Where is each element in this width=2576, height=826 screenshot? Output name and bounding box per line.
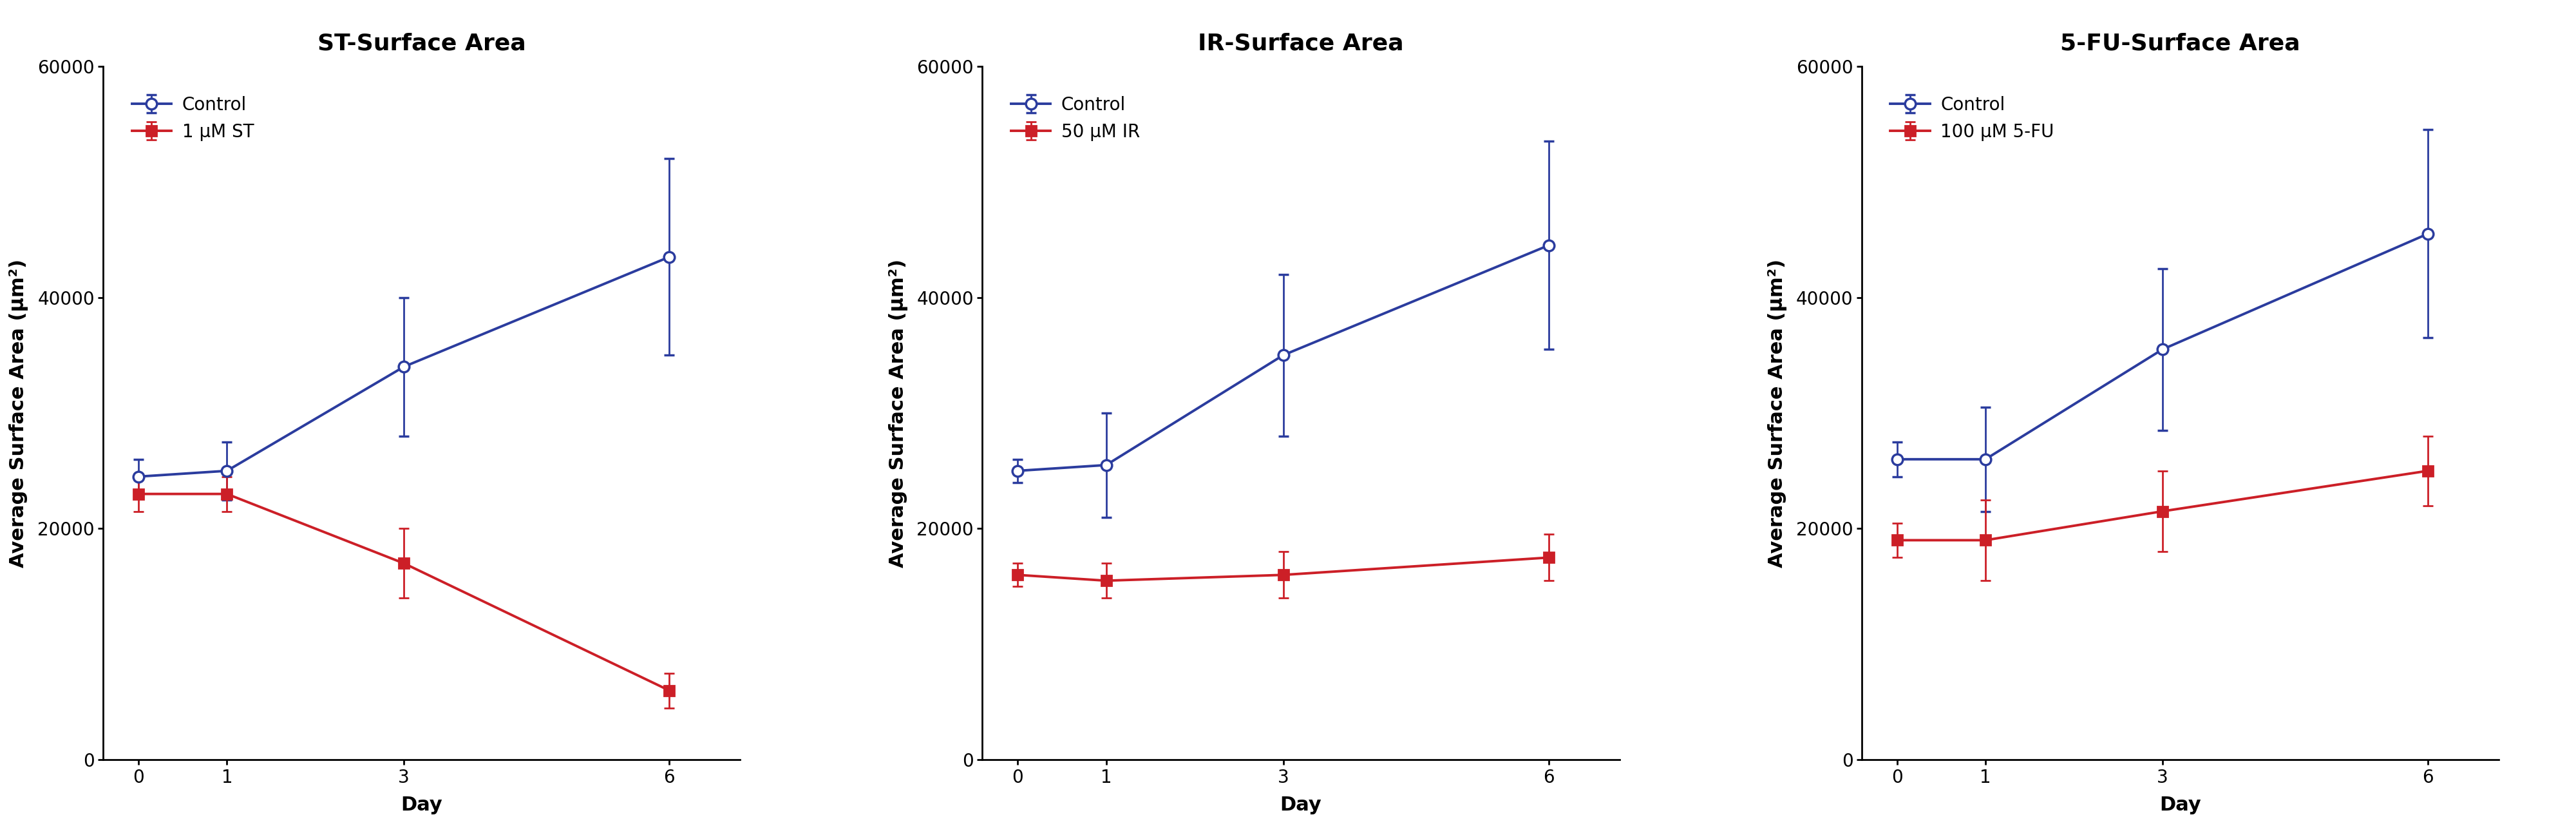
Title: IR-Surface Area: IR-Surface Area [1198,32,1404,55]
Y-axis label: Average Surface Area (μm²): Average Surface Area (μm²) [1767,259,1788,567]
Y-axis label: Average Surface Area (μm²): Average Surface Area (μm²) [10,259,28,567]
Title: 5-FU-Surface Area: 5-FU-Surface Area [2061,32,2300,55]
Y-axis label: Average Surface Area (μm²): Average Surface Area (μm²) [889,259,907,567]
X-axis label: Day: Day [1280,795,1321,814]
Legend: Control, 50 μM IR: Control, 50 μM IR [1005,89,1146,148]
X-axis label: Day: Day [402,795,443,814]
Title: ST-Surface Area: ST-Surface Area [317,32,526,55]
Legend: Control, 100 μM 5-FU: Control, 100 μM 5-FU [1883,89,2061,148]
Legend: Control, 1 μM ST: Control, 1 μM ST [124,89,260,148]
X-axis label: Day: Day [2159,795,2200,814]
